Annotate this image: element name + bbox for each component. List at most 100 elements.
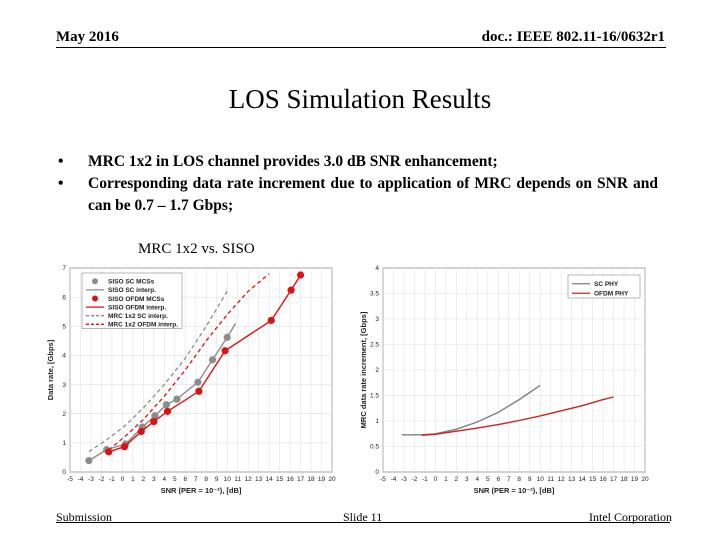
series-line — [88, 323, 237, 462]
series-line — [421, 396, 614, 436]
x-tick-label: 15 — [589, 476, 597, 483]
series-line — [401, 384, 541, 436]
data-point — [208, 356, 217, 364]
y-tick-label: 4 — [62, 353, 66, 360]
y-tick-label: 3.5 — [370, 291, 379, 298]
x-tick-label: 10 — [537, 476, 545, 483]
x-tick-label: 18 — [620, 476, 628, 483]
legend-label: MRC 1x2 OFDM interp. — [108, 322, 178, 329]
footer-company: Intel Corporation — [589, 510, 672, 524]
legend-label: SISO SC MCSs — [108, 279, 155, 286]
data-point — [267, 316, 275, 325]
header-doc-id: doc.: IEEE 802.11-16/0632r1 — [481, 29, 665, 45]
footer-submission: Submission — [56, 510, 113, 524]
data-point — [194, 378, 202, 386]
x-tick-label: -5 — [380, 476, 386, 483]
footer-rule — [56, 522, 670, 523]
x-tick-label: 16 — [599, 476, 607, 483]
y-tick-label: 0.5 — [370, 444, 379, 451]
header-date: May 2016 — [56, 29, 119, 45]
x-tick-label: 18 — [307, 476, 315, 483]
x-tick-label: 7 — [507, 476, 511, 483]
x-tick-label: -4 — [391, 476, 397, 483]
footer-slide-number: Slide 11 — [343, 510, 383, 524]
legend-label: SISO OFDM interp. — [108, 304, 166, 311]
x-tick-label: 0 — [121, 476, 125, 483]
x-tick-label: 13 — [255, 476, 263, 483]
x-tick-label: 5 — [173, 476, 177, 483]
x-tick-label: 16 — [286, 476, 294, 483]
bullet-text: Corresponding data rate increment due to… — [88, 175, 658, 214]
x-tick-label: -5 — [67, 476, 73, 483]
bullet-list: • MRC 1x2 in LOS channel provides 3.0 dB… — [58, 151, 658, 217]
data-point — [296, 271, 305, 279]
legend-label: SISO SC interp. — [108, 287, 156, 294]
x-tick-label: 9 — [528, 476, 532, 483]
chart-subheading: MRC 1x2 vs. SISO — [138, 241, 255, 257]
bullet-item: • Corresponding data rate increment due … — [58, 173, 658, 217]
x-tick-label: 5 — [486, 476, 490, 483]
y-tick-label: 3 — [62, 382, 66, 389]
x-tick-label: 4 — [163, 476, 167, 483]
x-tick-label: -1 — [109, 476, 115, 483]
x-tick-label: 10 — [224, 476, 232, 483]
x-tick-label: -1 — [422, 476, 428, 483]
x-tick-label: 14 — [266, 476, 274, 483]
x-tick-label: 11 — [234, 476, 241, 483]
header-rule — [56, 47, 666, 48]
y-tick-label: 2.5 — [370, 342, 379, 349]
data-point — [287, 286, 295, 294]
x-tick-label: 11 — [547, 476, 554, 483]
data-point — [195, 387, 203, 395]
series-line — [108, 274, 302, 453]
bullet-item: • MRC 1x2 in LOS channel provides 3.0 dB… — [58, 151, 658, 173]
x-tick-label: 19 — [318, 476, 326, 483]
x-tick-label: 8 — [204, 476, 208, 483]
x-tick-label: 8 — [517, 476, 521, 483]
data-point — [103, 445, 111, 454]
y-tick-label: 0 — [375, 469, 379, 476]
y-tick-label: 5 — [62, 323, 66, 330]
legend-label: SISO OFDM MCSs — [108, 296, 165, 303]
data-point — [85, 457, 93, 465]
x-tick-label: 0 — [434, 476, 438, 483]
data-point — [163, 407, 172, 415]
y-tick-label: 1.5 — [370, 393, 379, 400]
x-tick-label: 12 — [558, 476, 566, 483]
y-tick-label: 4 — [375, 265, 379, 272]
x-tick-label: 4 — [476, 476, 480, 483]
y-tick-label: 2 — [375, 367, 379, 374]
plot-area — [69, 267, 333, 473]
x-tick-label: 13 — [568, 476, 576, 483]
y-tick-label: 1 — [375, 418, 379, 425]
data-point — [137, 427, 145, 436]
y-axis-title: Data rate, [Gbps] — [46, 339, 55, 400]
x-tick-label: 20 — [328, 476, 336, 483]
data-point — [150, 417, 158, 426]
legend-label: OFDM PHY — [594, 291, 629, 298]
x-tick-label: 2 — [455, 476, 459, 483]
x-tick-label: 12 — [245, 476, 253, 483]
x-tick-label: 15 — [276, 476, 284, 483]
legend-label: SC PHY — [594, 281, 619, 288]
x-tick-label: 17 — [297, 476, 305, 483]
y-tick-label: 3 — [375, 316, 379, 323]
legend-marker — [92, 295, 98, 302]
x-tick-label: 1 — [131, 476, 135, 483]
x-tick-label: 2 — [142, 476, 146, 483]
data-point — [151, 412, 159, 420]
data-point — [138, 423, 146, 431]
bullet-dot: • — [58, 175, 64, 192]
legend-box — [567, 274, 641, 299]
series-line — [88, 290, 228, 453]
data-point — [173, 395, 181, 403]
x-axis-title: SNR (PER = 10⁻²), [dB] — [474, 486, 555, 495]
slide-title: LOS Simulation Results — [228, 84, 492, 114]
plot-area — [382, 267, 646, 473]
bullet-text: MRC 1x2 in LOS channel provides 3.0 dB S… — [88, 153, 498, 170]
x-tick-label: 1 — [444, 476, 448, 483]
data-point — [121, 440, 130, 448]
y-axis-title: MRC data rate increment, [Gbps] — [359, 311, 368, 428]
